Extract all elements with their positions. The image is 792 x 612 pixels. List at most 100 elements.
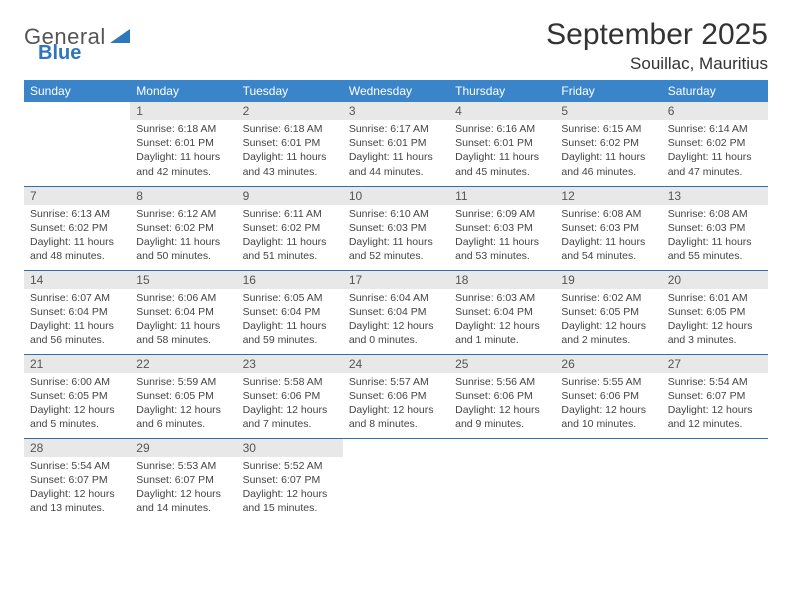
day-detail-line: and 59 minutes.: [243, 333, 337, 347]
day-detail-line: Sunset: 6:02 PM: [136, 221, 230, 235]
calendar-day-cell: 26Sunrise: 5:55 AMSunset: 6:06 PMDayligh…: [555, 354, 661, 438]
calendar-day-cell: 11Sunrise: 6:09 AMSunset: 6:03 PMDayligh…: [449, 186, 555, 270]
day-detail-line: Sunrise: 6:11 AM: [243, 207, 337, 221]
calendar-day-cell: 2Sunrise: 6:18 AMSunset: 6:01 PMDaylight…: [237, 102, 343, 186]
day-detail-line: Sunset: 6:03 PM: [349, 221, 443, 235]
calendar-day-cell: 6Sunrise: 6:14 AMSunset: 6:02 PMDaylight…: [662, 102, 768, 186]
month-title: September 2025: [546, 18, 768, 52]
day-details: Sunrise: 5:58 AMSunset: 6:06 PMDaylight:…: [237, 373, 343, 436]
day-detail-line: Sunset: 6:01 PM: [243, 136, 337, 150]
day-number: 7: [24, 187, 130, 205]
day-detail-line: Daylight: 11 hours: [455, 235, 549, 249]
day-details: Sunrise: 6:18 AMSunset: 6:01 PMDaylight:…: [237, 120, 343, 183]
day-detail-line: and 48 minutes.: [30, 249, 124, 263]
day-details: Sunrise: 6:10 AMSunset: 6:03 PMDaylight:…: [343, 205, 449, 268]
day-detail-line: Sunset: 6:02 PM: [243, 221, 337, 235]
day-number: 16: [237, 271, 343, 289]
calendar-day-cell: [662, 438, 768, 522]
day-details: Sunrise: 6:06 AMSunset: 6:04 PMDaylight:…: [130, 289, 236, 352]
day-details: Sunrise: 6:08 AMSunset: 6:03 PMDaylight:…: [555, 205, 661, 268]
calendar-day-cell: 13Sunrise: 6:08 AMSunset: 6:03 PMDayligh…: [662, 186, 768, 270]
day-detail-line: Sunrise: 6:10 AM: [349, 207, 443, 221]
day-detail-line: Sunset: 6:06 PM: [349, 389, 443, 403]
day-detail-line: Sunset: 6:04 PM: [30, 305, 124, 319]
day-detail-line: Sunrise: 5:53 AM: [136, 459, 230, 473]
calendar-day-cell: 9Sunrise: 6:11 AMSunset: 6:02 PMDaylight…: [237, 186, 343, 270]
calendar-week-row: 14Sunrise: 6:07 AMSunset: 6:04 PMDayligh…: [24, 270, 768, 354]
day-detail-line: Sunrise: 5:57 AM: [349, 375, 443, 389]
day-detail-line: Sunrise: 6:14 AM: [668, 122, 762, 136]
day-detail-line: Sunrise: 6:16 AM: [455, 122, 549, 136]
weekday-header: Wednesday: [343, 80, 449, 102]
day-number: 25: [449, 355, 555, 373]
day-detail-line: Daylight: 12 hours: [243, 487, 337, 501]
day-detail-line: Sunrise: 6:17 AM: [349, 122, 443, 136]
day-detail-line: Sunrise: 6:03 AM: [455, 291, 549, 305]
day-detail-line: Daylight: 11 hours: [136, 235, 230, 249]
calendar-day-cell: 15Sunrise: 6:06 AMSunset: 6:04 PMDayligh…: [130, 270, 236, 354]
day-number: 8: [130, 187, 236, 205]
day-details: Sunrise: 5:52 AMSunset: 6:07 PMDaylight:…: [237, 457, 343, 520]
calendar-day-cell: [24, 102, 130, 186]
day-detail-line: Sunset: 6:07 PM: [30, 473, 124, 487]
calendar-day-cell: 18Sunrise: 6:03 AMSunset: 6:04 PMDayligh…: [449, 270, 555, 354]
day-detail-line: and 46 minutes.: [561, 165, 655, 179]
day-detail-line: Sunset: 6:05 PM: [136, 389, 230, 403]
day-number: 26: [555, 355, 661, 373]
calendar-day-cell: 7Sunrise: 6:13 AMSunset: 6:02 PMDaylight…: [24, 186, 130, 270]
day-detail-line: Sunset: 6:03 PM: [561, 221, 655, 235]
day-detail-line: and 55 minutes.: [668, 249, 762, 263]
day-detail-line: Daylight: 12 hours: [243, 403, 337, 417]
day-details: Sunrise: 5:54 AMSunset: 6:07 PMDaylight:…: [662, 373, 768, 436]
day-detail-line: Daylight: 12 hours: [561, 403, 655, 417]
day-number: 12: [555, 187, 661, 205]
day-detail-line: Daylight: 12 hours: [455, 319, 549, 333]
location-label: Souillac, Mauritius: [546, 54, 768, 74]
day-detail-line: Sunset: 6:05 PM: [30, 389, 124, 403]
calendar-day-cell: 25Sunrise: 5:56 AMSunset: 6:06 PMDayligh…: [449, 354, 555, 438]
day-detail-line: and 58 minutes.: [136, 333, 230, 347]
calendar-week-row: 7Sunrise: 6:13 AMSunset: 6:02 PMDaylight…: [24, 186, 768, 270]
day-detail-line: Sunrise: 6:01 AM: [668, 291, 762, 305]
day-detail-line: Sunrise: 6:04 AM: [349, 291, 443, 305]
weekday-header: Sunday: [24, 80, 130, 102]
calendar-day-cell: 3Sunrise: 6:17 AMSunset: 6:01 PMDaylight…: [343, 102, 449, 186]
day-detail-line: Daylight: 12 hours: [561, 319, 655, 333]
weekday-header: Saturday: [662, 80, 768, 102]
calendar-week-row: 21Sunrise: 6:00 AMSunset: 6:05 PMDayligh…: [24, 354, 768, 438]
brand-part2: Blue: [38, 42, 81, 65]
day-detail-line: Sunset: 6:06 PM: [455, 389, 549, 403]
calendar-day-cell: 17Sunrise: 6:04 AMSunset: 6:04 PMDayligh…: [343, 270, 449, 354]
day-number: 23: [237, 355, 343, 373]
day-number: 13: [662, 187, 768, 205]
calendar-week-row: 1Sunrise: 6:18 AMSunset: 6:01 PMDaylight…: [24, 102, 768, 186]
day-detail-line: Daylight: 11 hours: [243, 150, 337, 164]
day-detail-line: Sunrise: 5:52 AM: [243, 459, 337, 473]
day-detail-line: Daylight: 11 hours: [455, 150, 549, 164]
calendar-day-cell: 28Sunrise: 5:54 AMSunset: 6:07 PMDayligh…: [24, 438, 130, 522]
title-block: September 2025 Souillac, Mauritius: [546, 18, 768, 74]
day-detail-line: Sunset: 6:02 PM: [561, 136, 655, 150]
day-detail-line: Sunrise: 6:09 AM: [455, 207, 549, 221]
day-number: 18: [449, 271, 555, 289]
weekday-header: Tuesday: [237, 80, 343, 102]
calendar-day-cell: 16Sunrise: 6:05 AMSunset: 6:04 PMDayligh…: [237, 270, 343, 354]
day-number: 4: [449, 102, 555, 120]
calendar-day-cell: [555, 438, 661, 522]
calendar-day-cell: 1Sunrise: 6:18 AMSunset: 6:01 PMDaylight…: [130, 102, 236, 186]
day-detail-line: and 51 minutes.: [243, 249, 337, 263]
day-detail-line: Sunrise: 6:05 AM: [243, 291, 337, 305]
weekday-header: Thursday: [449, 80, 555, 102]
day-details: Sunrise: 6:13 AMSunset: 6:02 PMDaylight:…: [24, 205, 130, 268]
day-detail-line: Daylight: 11 hours: [561, 150, 655, 164]
day-detail-line: Sunrise: 5:59 AM: [136, 375, 230, 389]
day-details: Sunrise: 6:12 AMSunset: 6:02 PMDaylight:…: [130, 205, 236, 268]
day-detail-line: Sunrise: 6:00 AM: [30, 375, 124, 389]
day-details: Sunrise: 6:05 AMSunset: 6:04 PMDaylight:…: [237, 289, 343, 352]
day-detail-line: and 5 minutes.: [30, 417, 124, 431]
day-detail-line: Sunrise: 6:13 AM: [30, 207, 124, 221]
day-details: Sunrise: 5:57 AMSunset: 6:06 PMDaylight:…: [343, 373, 449, 436]
calendar-day-cell: 20Sunrise: 6:01 AMSunset: 6:05 PMDayligh…: [662, 270, 768, 354]
day-detail-line: and 1 minute.: [455, 333, 549, 347]
day-details: Sunrise: 5:56 AMSunset: 6:06 PMDaylight:…: [449, 373, 555, 436]
